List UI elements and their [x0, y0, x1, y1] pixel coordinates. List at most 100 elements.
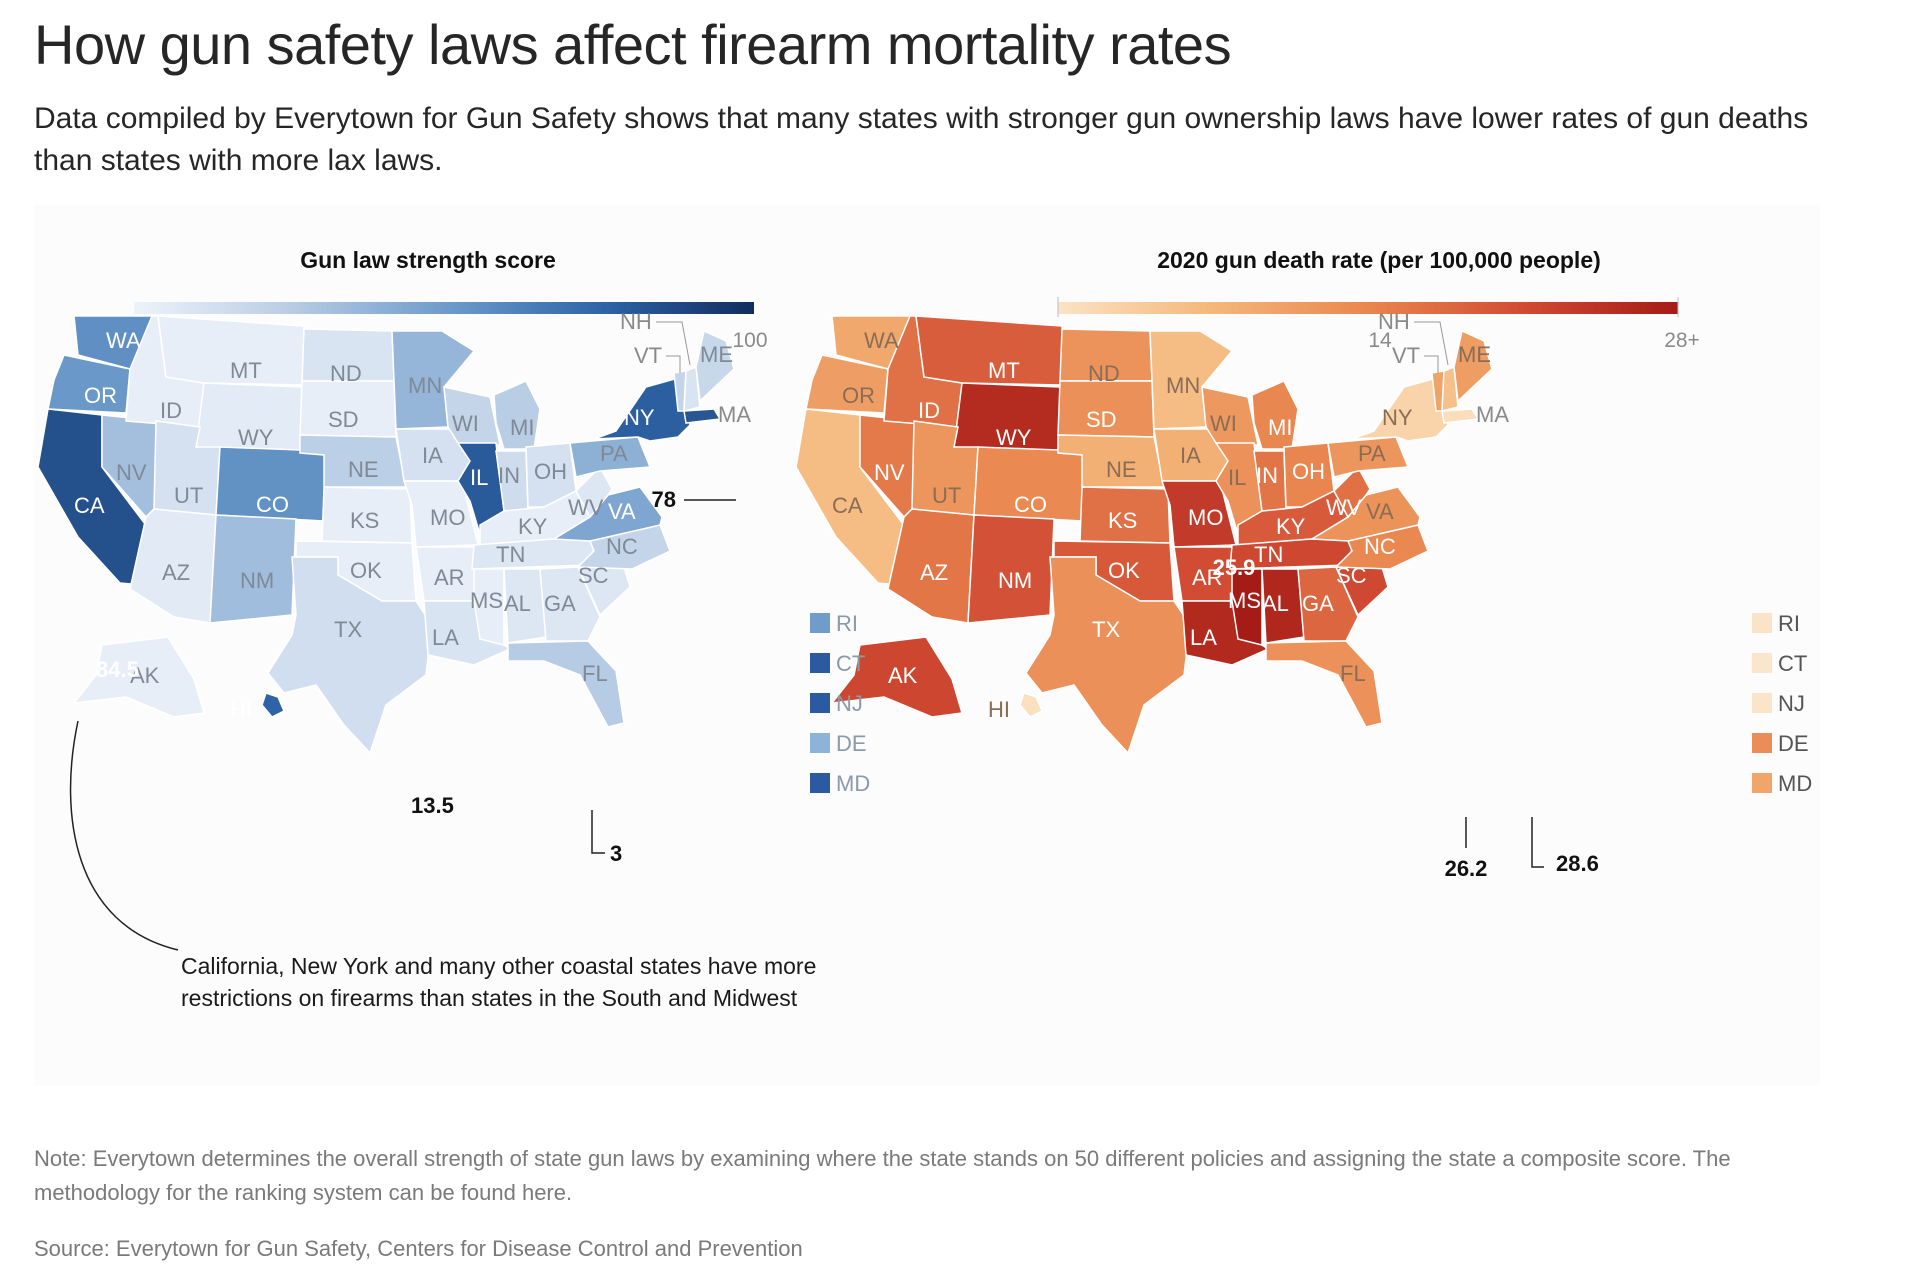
state-me[interactable]: [695, 329, 735, 403]
left-callouts: 84.5 78 13.5 3: [69, 487, 736, 951]
state-label-ia: IA: [422, 443, 443, 468]
left-map-small-state-label-ri: RI: [836, 611, 858, 636]
state-label-ak: AK: [130, 663, 160, 688]
state-label-or: OR: [84, 383, 117, 408]
state-label-ca: CA: [74, 493, 105, 518]
state-label-ut: UT: [174, 483, 203, 508]
state-ga[interactable]: [1297, 566, 1359, 642]
right-legend-max: 28+: [1664, 329, 1700, 352]
state-ms[interactable]: [1231, 568, 1263, 646]
state-label-fl: FL: [582, 661, 608, 686]
state-nm[interactable]: [967, 514, 1055, 624]
left-map-gun-law-score: WA OR CA NV ID MT WY UT AZ CO NM ND SD NE KS OK TX MN IA MO…: [37, 309, 751, 755]
state-label-la: LA: [1190, 625, 1217, 650]
state-or[interactable]: [47, 354, 131, 414]
right-legend-title: 2020 gun death rate (per 100,000 people): [1157, 247, 1601, 273]
state-label-tx: TX: [1092, 617, 1120, 642]
state-ga[interactable]: [539, 566, 601, 642]
state-label-sc: SC: [578, 563, 609, 588]
state-label-ar: AR: [434, 565, 465, 590]
state-label-ca: CA: [832, 493, 863, 518]
state-label-wa: WA: [864, 328, 899, 353]
state-hi[interactable]: [261, 692, 285, 718]
state-label-wy: WY: [238, 425, 274, 450]
right-map-small-state-label-de: DE: [1778, 731, 1809, 756]
state-label-ok: OK: [1108, 558, 1140, 583]
left-map-small-state-swatch-ct: [810, 653, 830, 673]
state-ak[interactable]: [72, 636, 205, 718]
state-label-va: VA: [1366, 499, 1394, 524]
left-map-small-state-label-md: MD: [836, 771, 870, 796]
state-label-id: ID: [918, 398, 940, 423]
state-fl[interactable]: [507, 640, 625, 728]
state-label-ky: KY: [1276, 514, 1306, 539]
state-ma[interactable]: [1441, 408, 1480, 424]
state-label-ia: IA: [1180, 443, 1201, 468]
coastal-states-annotation: California, New York and many other coas…: [181, 953, 817, 1011]
state-label-tn: TN: [496, 542, 525, 567]
left-map-small-state-swatch-de: [810, 733, 830, 753]
state-hi[interactable]: [1019, 692, 1043, 718]
state-label-il: IL: [1228, 465, 1246, 490]
state-me[interactable]: [1453, 329, 1493, 403]
maps-panel: Gun law strength score 0 100 2020 gun de…: [34, 205, 1820, 1085]
state-ny[interactable]: [1351, 376, 1449, 442]
state-label-hi: HI: [230, 697, 252, 722]
left-legend-title: Gun law strength score: [300, 247, 556, 273]
state-va[interactable]: [1309, 486, 1421, 542]
state-ms[interactable]: [473, 568, 505, 646]
state-label-oh: OH: [534, 459, 567, 484]
state-mt[interactable]: [915, 315, 1063, 386]
state-label-sd: SD: [1086, 407, 1117, 432]
state-mt[interactable]: [157, 315, 305, 386]
state-label-ny: NY: [624, 405, 655, 430]
right-callouts: 25.9 26.2 28.6: [1213, 555, 1599, 881]
state-label-nc: NC: [1364, 534, 1396, 559]
state-label-mn: MN: [408, 373, 442, 398]
page-subtitle: Data compiled by Everytown for Gun Safet…: [34, 102, 1809, 177]
state-ma[interactable]: [683, 408, 722, 424]
state-label-il: IL: [470, 465, 488, 490]
state-label-ak: AK: [888, 663, 918, 688]
state-label-ms: MS: [1228, 588, 1261, 613]
state-label-nv: NV: [116, 460, 147, 485]
right-legend-gradient: [1058, 302, 1678, 314]
state-label-ga: GA: [1302, 591, 1334, 616]
state-va[interactable]: [551, 486, 663, 542]
state-label-ny: NY: [1382, 405, 1413, 430]
callout-wy-rate: 25.9: [1213, 555, 1256, 580]
left-map-small-state-swatch-md: [810, 773, 830, 793]
state-nh[interactable]: [1441, 365, 1459, 412]
callout-la-rate: 26.2: [1445, 856, 1488, 881]
state-tx[interactable]: [267, 556, 433, 755]
state-or[interactable]: [805, 354, 889, 414]
state-fl[interactable]: [1265, 640, 1383, 728]
state-label-mo: MO: [430, 505, 465, 530]
state-ny[interactable]: [593, 376, 691, 442]
state-label-id: ID: [160, 398, 182, 423]
state-label-ok: OK: [350, 558, 382, 583]
callout-ca-score: 84.5: [96, 657, 139, 682]
state-label-pa: PA: [600, 441, 628, 466]
state-label-in: IN: [498, 463, 520, 488]
state-label-vt: VT: [1392, 343, 1420, 368]
state-nh[interactable]: [683, 365, 701, 412]
right-map-small-state-swatch-ct: [1752, 653, 1772, 673]
state-mo[interactable]: [1160, 480, 1237, 548]
right-map-small-state-swatch-md: [1752, 773, 1772, 793]
callout-ms-rate: 28.6: [1556, 851, 1599, 876]
state-ak[interactable]: [830, 636, 963, 718]
state-label-hi: HI: [988, 697, 1010, 722]
state-nm[interactable]: [209, 514, 297, 624]
right-map-small-state-label-nj: NJ: [1778, 691, 1805, 716]
state-label-ne: NE: [348, 457, 379, 482]
state-label-tx: TX: [334, 617, 362, 642]
state-tx[interactable]: [1025, 556, 1191, 755]
state-label-wa: WA: [106, 328, 141, 353]
state-label-co: CO: [1014, 492, 1047, 517]
right-map-small-state-label-ct: CT: [1778, 651, 1807, 676]
state-label-vt: VT: [634, 343, 662, 368]
state-mo[interactable]: [402, 480, 479, 548]
state-label-nd: ND: [1088, 361, 1120, 386]
state-label-wv: WV: [1326, 495, 1362, 520]
